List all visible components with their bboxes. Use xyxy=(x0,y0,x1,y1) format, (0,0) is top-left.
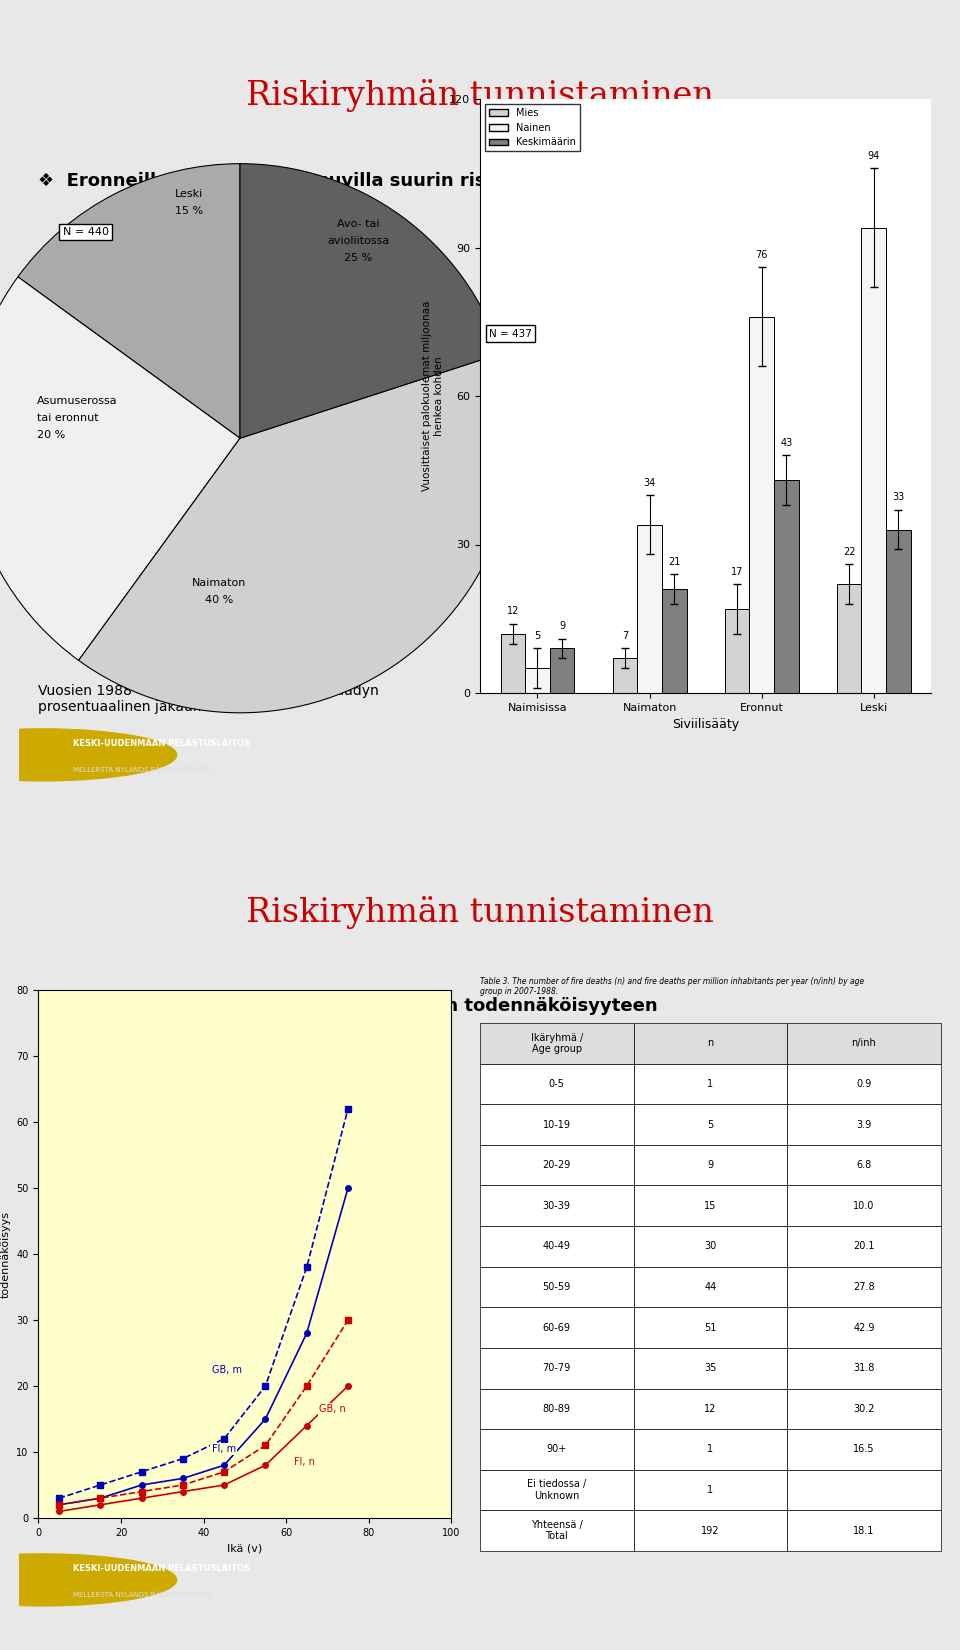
Text: ❖  Ikäryhmällä on vaikutus palokuoleman todennäköisyyteen: ❖ Ikäryhmällä on vaikutus palokuoleman t… xyxy=(37,997,658,1015)
Fl, n xyxy=(178,1482,189,1502)
Fl, n xyxy=(218,1475,230,1495)
Text: 34: 34 xyxy=(643,477,656,488)
Text: 40 %: 40 % xyxy=(204,596,233,606)
Text: GB, m: GB, m xyxy=(212,1365,242,1374)
GB, m xyxy=(259,1376,271,1396)
Wedge shape xyxy=(240,163,501,439)
Text: KESKI-UUDENMAAN PELASTUSLAITOS: KESKI-UUDENMAAN PELASTUSLAITOS xyxy=(73,739,250,747)
Text: Vuosien 1988 - 97 tulipalojen uhrien siviilisäädyn
prosentuaalinen jakauma.: Vuosien 1988 - 97 tulipalojen uhrien siv… xyxy=(37,685,378,714)
Text: Fl, n: Fl, n xyxy=(295,1457,315,1467)
Text: Asumuserossa: Asumuserossa xyxy=(37,396,118,406)
GB, n xyxy=(342,1310,353,1330)
Text: Riskiryhmän tunnistaminen: Riskiryhmän tunnistaminen xyxy=(246,896,714,929)
Fl, m xyxy=(54,1495,65,1515)
GB, n xyxy=(54,1495,65,1515)
X-axis label: Ikä (v): Ikä (v) xyxy=(228,1543,262,1553)
Bar xyxy=(612,658,637,693)
Bar xyxy=(861,228,886,693)
Fl, m xyxy=(136,1475,148,1495)
Bar xyxy=(886,530,911,693)
Text: MELLERSTA NYLANDS RÄDDNINGSVERK: MELLERSTA NYLANDS RÄDDNINGSVERK xyxy=(73,1591,211,1599)
Fl, n xyxy=(54,1502,65,1521)
GB, m xyxy=(136,1462,148,1482)
Fl, n xyxy=(94,1495,106,1515)
Bar xyxy=(525,668,550,693)
Fl, m xyxy=(300,1323,312,1343)
GB, m xyxy=(94,1475,106,1495)
Bar xyxy=(500,634,525,693)
Fl, m xyxy=(342,1178,353,1198)
Bar xyxy=(774,480,799,693)
Text: N = 440: N = 440 xyxy=(62,228,108,238)
Text: avioliitossa: avioliitossa xyxy=(327,236,390,246)
Text: MELLERSTA NYLANDS RÄDDNINGSVERK: MELLERSTA NYLANDS RÄDDNINGSVERK xyxy=(73,766,211,774)
Fl, n xyxy=(259,1455,271,1475)
Text: Naimaton: Naimaton xyxy=(192,578,246,587)
GB, n xyxy=(94,1488,106,1508)
GB, m xyxy=(178,1449,189,1468)
Bar xyxy=(661,589,686,693)
Text: GB, n: GB, n xyxy=(319,1404,346,1414)
Y-axis label: Vuosittaiset palokuolemat miljoonaa
henkea kohden: Vuosittaiset palokuolemat miljoonaa henk… xyxy=(422,300,444,492)
Text: tai eronnut: tai eronnut xyxy=(37,414,99,424)
Fl, m xyxy=(218,1455,230,1475)
Text: 17: 17 xyxy=(731,566,743,578)
Text: 21: 21 xyxy=(668,556,681,568)
Fl, m xyxy=(178,1468,189,1488)
Text: 22: 22 xyxy=(843,546,855,558)
GB, n xyxy=(178,1475,189,1495)
Wedge shape xyxy=(18,163,240,439)
Text: 5: 5 xyxy=(535,630,540,642)
Fl, n xyxy=(300,1416,312,1436)
Text: 20 %: 20 % xyxy=(37,431,65,441)
Bar xyxy=(750,317,774,693)
GB, n xyxy=(300,1376,312,1396)
Text: 94: 94 xyxy=(868,150,879,162)
Bar xyxy=(637,525,661,693)
GB, n xyxy=(218,1462,230,1482)
Fl, n xyxy=(136,1488,148,1508)
Text: 76: 76 xyxy=(756,249,768,259)
Text: 15 %: 15 % xyxy=(176,206,204,216)
Text: ❖  Eronneilla/leskillä/yksinasuvilla suurin riski: ❖ Eronneilla/leskillä/yksinasuvilla suur… xyxy=(37,172,503,190)
GB, m xyxy=(342,1099,353,1119)
Wedge shape xyxy=(79,353,515,713)
GB, m xyxy=(300,1257,312,1277)
Text: 33: 33 xyxy=(892,492,904,503)
Legend: Mies, Nainen, Keskimäärin: Mies, Nainen, Keskimäärin xyxy=(485,104,580,152)
GB, m xyxy=(54,1488,65,1508)
GB, m xyxy=(218,1429,230,1449)
Text: 9: 9 xyxy=(559,620,565,632)
Text: 25 %: 25 % xyxy=(344,252,372,262)
Circle shape xyxy=(0,729,177,780)
X-axis label: Siviilisääty: Siviilisääty xyxy=(672,718,739,731)
GB, n xyxy=(136,1482,148,1502)
Line: GB, m: GB, m xyxy=(57,1106,350,1502)
GB, n xyxy=(259,1436,271,1455)
Line: GB, n: GB, n xyxy=(57,1317,350,1508)
Bar xyxy=(725,609,750,693)
Y-axis label: todennäköisyys: todennäköisyys xyxy=(1,1211,11,1297)
Text: 12: 12 xyxy=(507,606,519,617)
Line: Fl, m: Fl, m xyxy=(57,1185,350,1508)
Circle shape xyxy=(0,1554,177,1605)
Text: Riskiryhmän tunnistaminen: Riskiryhmän tunnistaminen xyxy=(246,79,714,112)
Text: Leski: Leski xyxy=(175,190,204,200)
Text: N = 437: N = 437 xyxy=(489,328,532,338)
Line: Fl, n: Fl, n xyxy=(57,1383,350,1515)
Text: 43: 43 xyxy=(780,437,792,449)
Fl, m xyxy=(259,1409,271,1429)
Fl, n xyxy=(342,1376,353,1396)
Wedge shape xyxy=(0,277,240,660)
Text: Avo- tai: Avo- tai xyxy=(337,219,379,229)
Text: KESKI-UUDENMAAN PELASTUSLAITOS: KESKI-UUDENMAAN PELASTUSLAITOS xyxy=(73,1564,250,1572)
Fl, m xyxy=(94,1488,106,1508)
Text: 7: 7 xyxy=(622,630,628,642)
Bar xyxy=(550,648,574,693)
Bar xyxy=(837,584,861,693)
Text: Fl, m: Fl, m xyxy=(212,1444,236,1454)
Text: Table 3. The number of fire deaths (n) and fire deaths per million inhabitants p: Table 3. The number of fire deaths (n) a… xyxy=(480,977,864,997)
